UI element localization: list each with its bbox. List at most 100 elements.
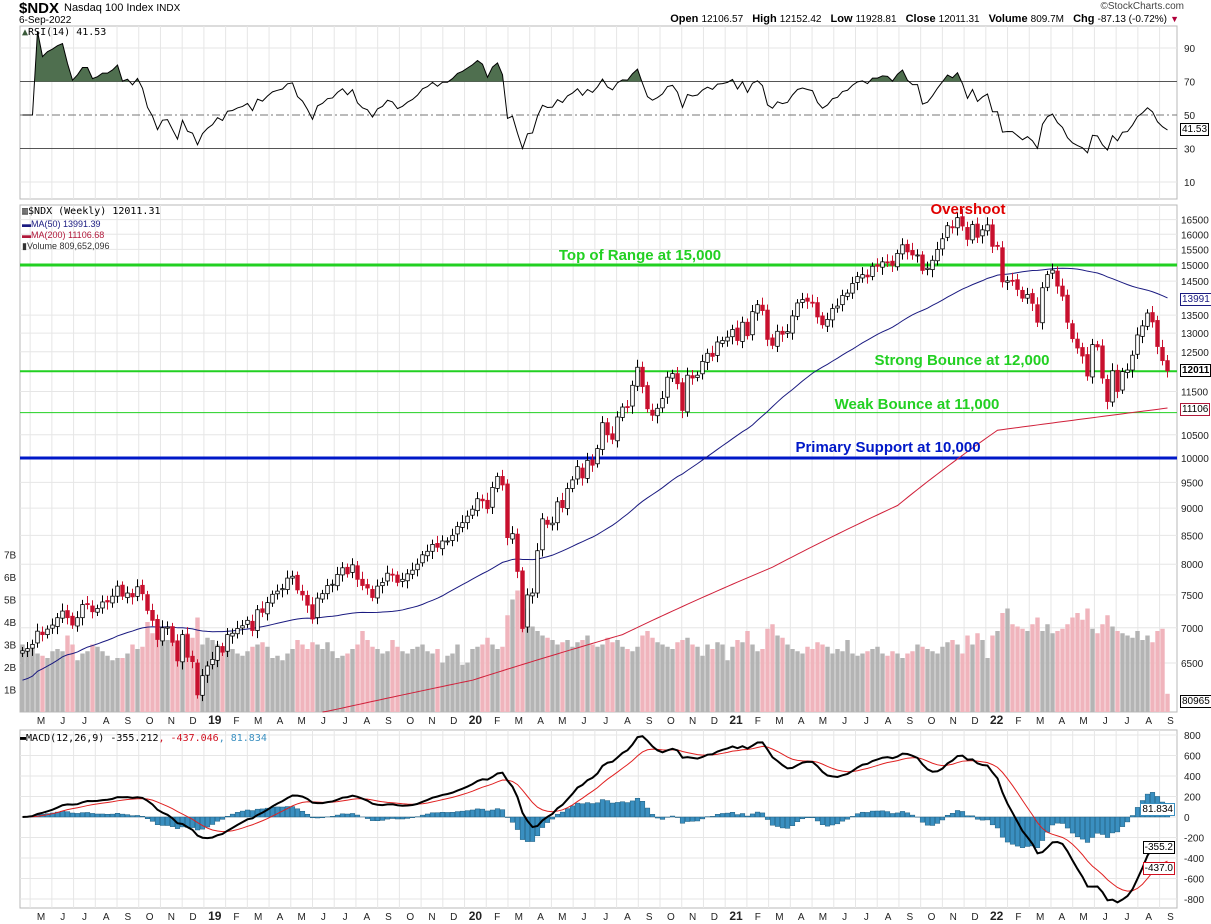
volume-bar (745, 631, 750, 712)
exchange: INDX (156, 3, 181, 14)
price-tick-label: 7000 (1181, 624, 1204, 635)
candle-body (575, 466, 580, 480)
candle-body (630, 384, 635, 407)
macd-legend: ▬MACD(12,26,9) -355.212, -437.046, 81.83… (20, 733, 267, 744)
price-tick-label: 13000 (1181, 329, 1209, 340)
macd-histogram-bar (819, 816, 826, 825)
candle-body (940, 238, 945, 250)
volume-bar (905, 653, 910, 712)
volume-bar (1020, 628, 1025, 712)
instrument-name: Nasdaq 100 Index INDX (64, 2, 180, 14)
candle-body (895, 253, 900, 268)
candle-body (790, 315, 795, 334)
candle-body (985, 224, 990, 232)
macd-histogram-bar (504, 816, 511, 818)
macd-histogram-bar (264, 807, 271, 818)
macd-histogram-bar (374, 816, 381, 821)
month-label: D (189, 716, 196, 727)
candle-body (715, 341, 720, 356)
volume-bar (435, 649, 440, 712)
candle-body (930, 259, 935, 271)
volume-bar (670, 649, 675, 712)
month-label: M (1079, 716, 1087, 727)
volume-bar (895, 653, 900, 712)
macd-histogram-bar (64, 811, 71, 818)
volume-bar (485, 637, 490, 712)
volume-bar (775, 635, 780, 712)
volume-bar (165, 640, 170, 712)
macd-histogram-bar (1109, 816, 1116, 834)
candle-body (805, 297, 810, 302)
symbol-title: $NDX (19, 0, 60, 17)
volume-bar (35, 653, 40, 712)
volume-bar (260, 642, 265, 712)
macd-histogram-bar (599, 799, 606, 818)
candle-body (360, 578, 365, 586)
month-label: D (189, 912, 196, 923)
month-label: A (277, 912, 284, 923)
volume-bar (225, 637, 230, 712)
volume-bar (570, 646, 575, 712)
macd-histogram-bar (714, 814, 721, 818)
candle-body (740, 321, 745, 342)
candle-body (65, 610, 70, 619)
macd-histogram-bar (199, 816, 206, 830)
month-label: N (168, 912, 175, 923)
macd-histogram-bar (884, 811, 891, 818)
volume-bar (530, 626, 535, 712)
volume-bar (1090, 628, 1095, 712)
volume-bar (270, 658, 275, 712)
macd-histogram-bar (389, 816, 396, 819)
month-label: A (103, 716, 110, 727)
macd-histogram-bar (634, 797, 641, 818)
month-label: A (798, 716, 805, 727)
macd-histogram-bar (964, 815, 971, 818)
macd-histogram-bar (299, 810, 306, 818)
macd-histogram-bar (494, 808, 501, 818)
volume-bar (735, 640, 740, 712)
volume-bar (1160, 628, 1165, 712)
volume-bar (915, 644, 920, 712)
candle-body (240, 625, 245, 629)
candle-body (420, 554, 425, 564)
candle-body (1095, 344, 1100, 348)
macd-histogram-bar (1114, 816, 1121, 833)
macd-histogram-bar (1059, 816, 1066, 824)
month-label: J (60, 912, 65, 923)
volume-bar (1015, 626, 1020, 712)
candle-body (645, 385, 650, 410)
volume-bar (620, 646, 625, 712)
candle-body (1030, 293, 1035, 304)
copyright: ©StockCharts.com (1100, 1, 1184, 12)
volume-bar (170, 642, 175, 712)
macd-histogram-bar (144, 816, 151, 819)
volume-bar (560, 642, 565, 712)
macd-histogram-bar (899, 811, 906, 818)
candle-body (230, 632, 235, 637)
close-value-tag: 12011 (1180, 364, 1211, 377)
macd-histogram-bar (339, 813, 346, 818)
candle-body (670, 373, 675, 379)
month-label: M (297, 716, 305, 727)
month-label: J (603, 716, 608, 727)
candle-body (285, 577, 290, 590)
volume-bar (80, 653, 85, 712)
volume-bar (750, 644, 755, 712)
candle-body (760, 304, 765, 311)
volume-bar (960, 653, 965, 712)
volume-bar (185, 633, 190, 712)
price-tick-label: 15000 (1181, 261, 1209, 272)
candle-body (505, 483, 510, 539)
candle-icon: ▥ (22, 206, 29, 217)
month-label: A (537, 716, 544, 727)
candle-body (140, 584, 145, 595)
macd-histogram-bar (134, 815, 141, 818)
volume-bar (540, 635, 545, 712)
candle-body (295, 574, 300, 591)
volume-bar (780, 637, 785, 712)
candle-body (175, 640, 180, 662)
volume-bar (120, 658, 125, 712)
ma50-value-tag: 13991 (1180, 293, 1211, 306)
macd-histogram-bar (694, 816, 701, 822)
volume-bar (675, 642, 680, 712)
